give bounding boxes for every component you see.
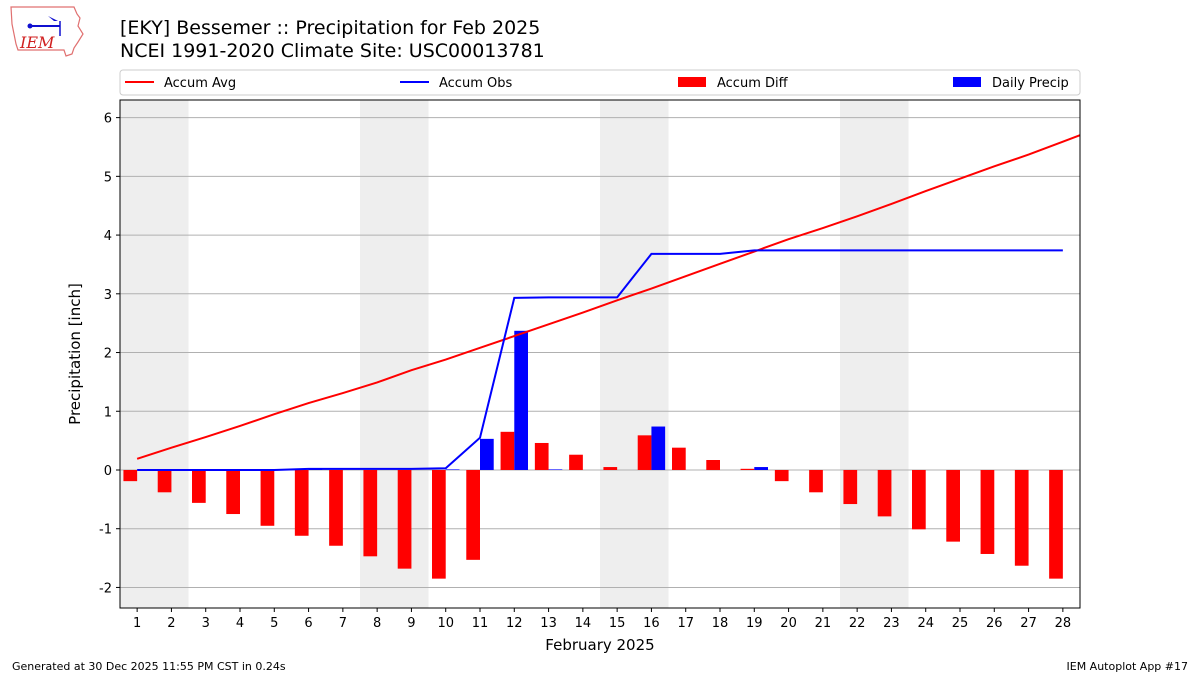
chart-title: [EKY] Bessemer :: Precipitation for Feb … — [120, 17, 541, 39]
accum-diff-bar — [329, 469, 343, 546]
x-tick-label: 4 — [236, 616, 244, 631]
y-tick-label: 6 — [104, 112, 112, 127]
x-tick-label: 2 — [167, 616, 175, 631]
x-tick-label: 23 — [883, 616, 900, 631]
accum-diff-bar — [912, 469, 926, 530]
accum-diff-bar — [1049, 469, 1063, 579]
y-tick-label: 3 — [104, 288, 112, 303]
x-tick-label: 22 — [849, 616, 866, 631]
x-tick-label: 19 — [746, 616, 763, 631]
weekend-band — [120, 100, 189, 608]
accum-diff-bar — [637, 435, 652, 470]
x-tick-label: 25 — [952, 616, 969, 631]
daily-precip-bar — [514, 330, 528, 470]
x-tick-label: 3 — [202, 616, 210, 631]
y-tick-label: -1 — [99, 523, 112, 538]
accum-diff-bar — [946, 469, 960, 542]
iem-logo: IEM — [10, 6, 84, 57]
y-tick-label: 2 — [104, 347, 112, 362]
svg-text:IEM: IEM — [19, 33, 55, 52]
x-tick-label: 8 — [373, 616, 381, 631]
accum-diff-bar — [157, 469, 172, 493]
accum-diff-bar — [534, 442, 549, 470]
x-tick-label: 7 — [339, 616, 347, 631]
accum-diff-bar — [260, 469, 275, 526]
legend-swatch — [678, 77, 706, 87]
accum-diff-bar — [363, 469, 378, 557]
y-tick-label: 5 — [104, 170, 112, 185]
daily-precip-bar — [548, 469, 563, 470]
accum-diff-bar — [500, 431, 515, 470]
legend-swatch — [953, 77, 981, 87]
x-tick-label: 27 — [1020, 616, 1037, 631]
x-tick-label: 12 — [506, 616, 523, 631]
accum-diff-bar — [877, 469, 892, 517]
accum-diff-bar — [466, 469, 480, 560]
x-tick-label: 28 — [1055, 616, 1072, 631]
daily-precip-bar — [445, 469, 460, 470]
accum-diff-bar — [980, 469, 995, 554]
x-tick-label: 20 — [780, 616, 797, 631]
weekend-band — [600, 100, 669, 608]
x-tick-label: 9 — [407, 616, 415, 631]
legend-label: Accum Obs — [439, 76, 512, 91]
plot-frame — [119, 99, 1081, 609]
x-tick-label: 6 — [304, 616, 312, 631]
x-tick-label: 17 — [677, 616, 694, 631]
accum-diff-bar — [706, 460, 720, 470]
accum-obs-line — [137, 249, 1063, 471]
accum-diff-bar — [432, 469, 446, 579]
x-tick-label: 26 — [986, 616, 1003, 631]
accum-diff-bar — [1014, 469, 1029, 566]
accum-diff-bar — [397, 469, 412, 569]
y-tick-label: 4 — [104, 229, 112, 244]
accum-diff-bar — [672, 447, 686, 470]
x-tick-label: 21 — [815, 616, 832, 631]
accum-diff-bar — [603, 467, 618, 470]
accum-avg-line — [136, 134, 1081, 460]
legend: Accum Avg Accum Obs Accum Diff Daily Precip — [119, 69, 1081, 96]
weekend-band — [840, 100, 909, 608]
x-axis-label: February 2025 — [545, 636, 654, 654]
accum-diff-bar — [774, 469, 789, 482]
accum-diff-bar — [192, 469, 206, 503]
accum-diff-bar — [740, 468, 755, 470]
chart-subtitle: NCEI 1991-2020 Climate Site: USC00013781 — [120, 40, 545, 62]
accum-diff-bar — [569, 454, 583, 470]
x-tick-label: 24 — [917, 616, 934, 631]
x-tick-label: 18 — [712, 616, 729, 631]
x-tick-label: 13 — [540, 616, 557, 631]
daily-precip-bar — [480, 438, 494, 470]
footer-generated: Generated at 30 Dec 2025 11:55 PM CST in… — [12, 660, 286, 673]
accum-diff-bar — [843, 469, 858, 505]
accum-diff-bar — [123, 469, 138, 482]
x-tick-label: 10 — [437, 616, 454, 631]
x-tick-label: 16 — [643, 616, 660, 631]
x-tick-label: 1 — [133, 616, 141, 631]
y-tick-label: 1 — [104, 405, 112, 420]
y-tick-label: 0 — [104, 464, 112, 479]
accum-diff-bar — [809, 469, 823, 493]
footer-app: IEM Autoplot App #17 — [1066, 660, 1189, 673]
y-tick-label: -2 — [99, 581, 112, 596]
x-tick-label: 11 — [472, 616, 489, 631]
daily-precip-bar — [754, 467, 768, 470]
accum-diff-bar — [294, 469, 309, 536]
legend-label: Accum Diff — [717, 76, 789, 91]
y-axis-label: Precipitation [inch] — [66, 283, 84, 425]
accum-diff-bar — [226, 469, 240, 515]
x-tick-label: 14 — [575, 616, 592, 631]
x-tick-label: 15 — [609, 616, 626, 631]
legend-label: Daily Precip — [992, 76, 1069, 91]
daily-precip-bar — [651, 426, 666, 470]
legend-label: Accum Avg — [164, 76, 236, 91]
x-tick-label: 5 — [270, 616, 278, 631]
